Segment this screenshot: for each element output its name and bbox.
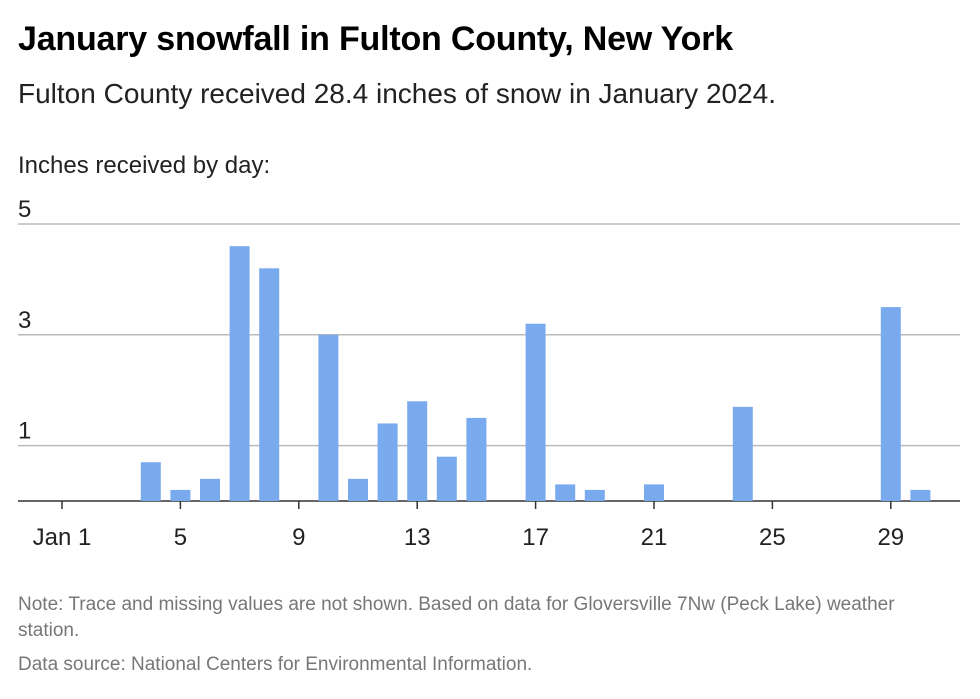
bar-jan-10 <box>318 334 339 501</box>
y-axis-label: Inches received by day: <box>18 152 271 179</box>
bar-jan-4 <box>140 462 161 501</box>
bar-jan-19 <box>584 489 605 501</box>
x-tick-label: 5 <box>174 524 187 551</box>
x-tick-label: 21 <box>641 524 668 551</box>
chart-title: January snowfall in Fulton County, New Y… <box>18 20 733 58</box>
bar-jan-13 <box>407 401 428 501</box>
x-tick-label: 25 <box>759 524 786 551</box>
x-tick-label: 9 <box>292 524 305 551</box>
chart-note: Note: Trace and missing values are not s… <box>18 594 895 641</box>
x-tick-label: Jan 1 <box>33 524 92 551</box>
bar-jan-14 <box>436 456 457 501</box>
data-source: Data source: National Centers for Enviro… <box>18 654 533 675</box>
bar-jan-29 <box>880 307 901 501</box>
bar-jan-7 <box>229 246 250 501</box>
bar-jan-6 <box>200 478 220 501</box>
y-tick-labels: 1 3 5 <box>18 196 31 445</box>
bar-jan-24 <box>732 406 753 501</box>
bar-jan-17 <box>525 323 546 501</box>
bar-jan-12 <box>377 423 398 501</box>
y-tick-label: 5 <box>18 196 31 223</box>
x-tick-label: 29 <box>877 524 904 551</box>
bar-jan-18 <box>555 484 576 501</box>
bar-jan-30 <box>910 489 931 501</box>
bar-chart: 135 Jan 1 5 9 13 17 21 25 29 <box>18 196 960 551</box>
grid-lines <box>18 223 960 502</box>
bar-jan-5 <box>170 489 191 501</box>
y-tick-label: 1 <box>18 418 31 445</box>
chart-subtitle: Fulton County received 28.4 inches of sn… <box>18 78 777 109</box>
bar-jan-8 <box>259 268 280 501</box>
bars <box>140 246 931 501</box>
bar-jan-15 <box>466 417 487 501</box>
x-tick-label: 17 <box>522 524 549 551</box>
bar-jan-21 <box>644 484 664 501</box>
x-tick-label: 13 <box>404 524 431 551</box>
bar-jan-11 <box>348 478 368 501</box>
x-tick-labels: Jan 1 5 9 13 17 21 25 29 <box>33 501 904 551</box>
y-tick-label: 3 <box>18 307 31 334</box>
